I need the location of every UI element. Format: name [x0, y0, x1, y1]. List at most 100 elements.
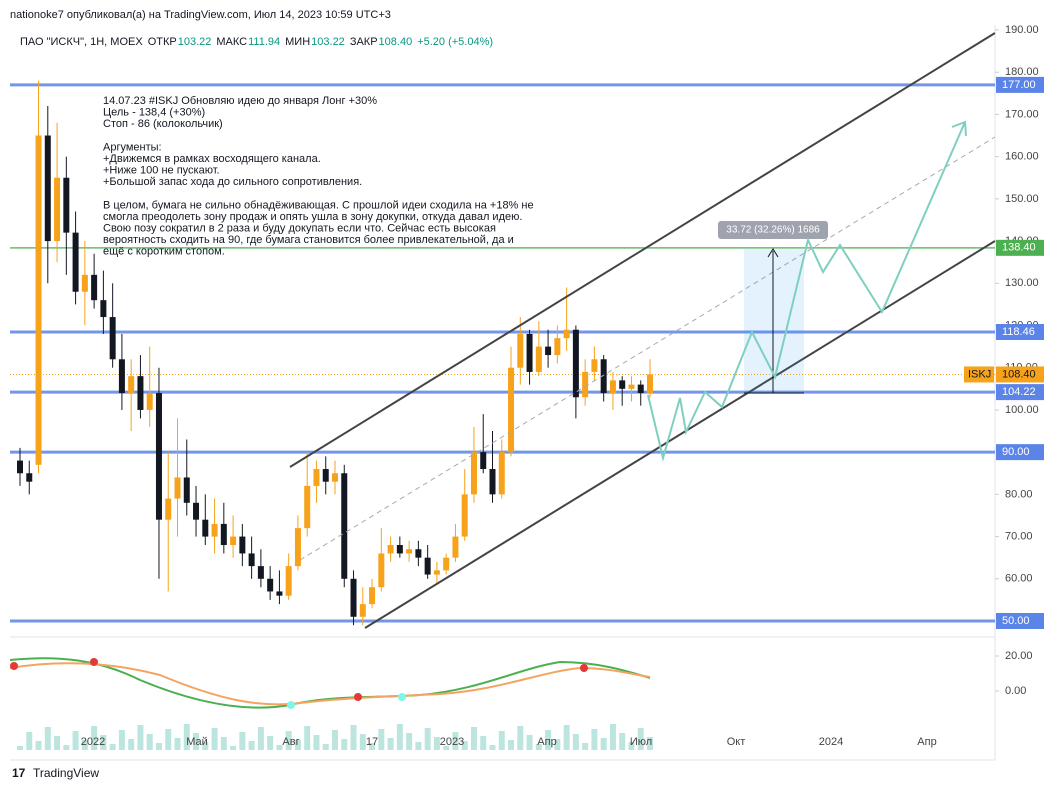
- candle-body: [628, 384, 635, 389]
- volume-bar: [517, 726, 524, 750]
- volume-bar: [322, 744, 329, 750]
- y-tick-label: 180.00: [1005, 66, 1039, 78]
- x-tick-label: 2022: [81, 736, 105, 748]
- candle-body: [406, 549, 413, 554]
- candle-body: [54, 177, 61, 242]
- candle-body: [396, 545, 403, 554]
- candle-body: [248, 553, 255, 567]
- x-tick-label: Апр: [917, 736, 936, 748]
- signal-dot: [398, 693, 406, 701]
- candle-body: [155, 393, 162, 520]
- volume-bar: [378, 729, 385, 750]
- header-open: 103.22: [178, 36, 212, 48]
- volume-bar: [54, 736, 61, 750]
- candle-body: [387, 545, 394, 554]
- volume-bar: [406, 733, 413, 750]
- indicator-line-fast: [9, 657, 651, 709]
- projection-path: [647, 121, 966, 462]
- annotation-line: +Большой запас хода до сильного сопротив…: [103, 176, 362, 188]
- volume-bar: [545, 730, 552, 750]
- header-low: 103.22: [311, 36, 345, 48]
- x-tick-label: Апр: [537, 736, 556, 748]
- volume-bar: [350, 725, 357, 750]
- candle-body: [91, 274, 98, 301]
- volume-bar: [183, 724, 190, 750]
- volume-bar: [433, 737, 440, 750]
- candle-body: [591, 359, 598, 372]
- candle-body: [433, 570, 440, 575]
- candle-body: [582, 371, 589, 398]
- volume-bar: [109, 744, 116, 750]
- candle-body: [304, 485, 311, 529]
- candle-body: [480, 452, 487, 470]
- candle-body: [267, 578, 274, 592]
- candle-body: [508, 367, 515, 453]
- level-label-box: [996, 239, 1044, 256]
- measure-label: 33.72 (32.26%) 1686: [726, 225, 820, 236]
- header-open-label: ОТКР: [148, 36, 177, 48]
- annotation-line: смогла преодолеть зону продаж и опять уш…: [103, 211, 522, 223]
- annotation-line: Аргументы:: [103, 141, 162, 153]
- y-tick-label: 70.00: [1005, 530, 1033, 542]
- candle-body: [619, 380, 626, 389]
- candle-body: [202, 519, 209, 537]
- symbol-box: [964, 366, 994, 383]
- level-label-box: [996, 384, 1044, 401]
- indicator-tick-label: 20.00: [1005, 650, 1033, 662]
- measure-box: [744, 249, 804, 393]
- signal-dot: [90, 658, 98, 666]
- header-low-label: МИН: [285, 36, 310, 48]
- volume-bar: [535, 744, 542, 750]
- candle-body: [193, 502, 200, 520]
- volume-bar: [276, 745, 283, 750]
- candle-body: [72, 232, 79, 292]
- candle-body: [341, 473, 348, 579]
- candle-body: [517, 333, 524, 368]
- level-label: 118.46: [1002, 326, 1035, 338]
- volume-bar: [609, 724, 616, 750]
- candle-body: [35, 135, 42, 465]
- candle-body: [415, 549, 422, 558]
- candle-body: [118, 359, 125, 394]
- volume-bar: [81, 740, 88, 750]
- candle-body: [498, 452, 505, 495]
- candle-body: [313, 469, 320, 486]
- volume-bar: [341, 739, 348, 750]
- volume-bar: [619, 733, 626, 750]
- level-label: 104.22: [1002, 386, 1036, 398]
- level-label-box: [996, 444, 1044, 461]
- candle-body: [17, 460, 23, 474]
- volume-bar: [591, 729, 598, 750]
- volume-bar: [313, 735, 320, 750]
- x-tick-label: Авг: [282, 736, 299, 748]
- candle-body: [443, 557, 450, 571]
- volume-bar: [220, 737, 227, 750]
- x-tick-label: Май: [186, 736, 208, 748]
- indicator-pane: [9, 657, 653, 750]
- volume-bar: [211, 728, 218, 750]
- indicator-tick-label: 0.00: [1005, 685, 1026, 697]
- volume-bar: [443, 746, 450, 750]
- volume-bar: [146, 734, 153, 750]
- annotation-line: 14.07.23 #ISKJ Обновляю идею до января Л…: [103, 95, 377, 107]
- volume-bar: [452, 732, 459, 750]
- annotation-line: ещё с коротким стопом.: [103, 246, 225, 258]
- annotation-line: вероятность сходить на 90, где бумага ст…: [103, 234, 514, 246]
- candle-body: [26, 473, 33, 482]
- volume-bar: [165, 729, 172, 750]
- level-label: 138.40: [1002, 242, 1036, 254]
- plot: [10, 80, 995, 626]
- y-tick-label: 170.00: [1005, 108, 1039, 120]
- candle-body: [128, 376, 135, 394]
- candle-body: [165, 498, 172, 520]
- volume-bar: [647, 737, 653, 750]
- volume-bar: [128, 739, 135, 750]
- volume-bar: [387, 738, 394, 750]
- y-tick-label: 150.00: [1005, 193, 1039, 205]
- last-symbol: ISKJ: [968, 368, 991, 380]
- volume-bar: [332, 730, 338, 750]
- volume-bar: [193, 733, 200, 750]
- channel-lower: [364, 240, 996, 629]
- volume-bar: [26, 732, 33, 750]
- candle-body: [359, 604, 366, 617]
